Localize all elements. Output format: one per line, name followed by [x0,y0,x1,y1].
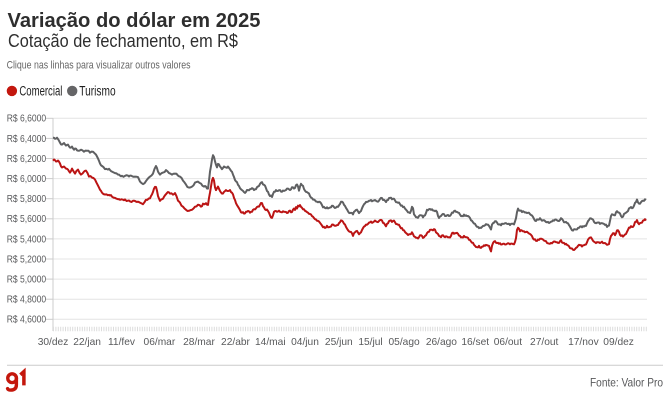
svg-text:05/ago: 05/ago [389,337,420,348]
svg-text:26/ago: 26/ago [426,337,457,348]
svg-text:Fonte: Valor Pro: Fonte: Valor Pro [590,376,663,390]
svg-text:R$ 5,4000: R$ 5,4000 [7,234,47,245]
svg-text:R$ 5,8000: R$ 5,8000 [7,194,47,205]
svg-text:Cotação de fechamento, em R$: Cotação de fechamento, em R$ [8,31,238,51]
svg-text:04/jun: 04/jun [291,337,319,348]
svg-text:25/jun: 25/jun [325,337,353,348]
svg-text:06/mar: 06/mar [144,337,176,348]
svg-text:11/fev: 11/fev [108,337,136,348]
svg-text:Comercial: Comercial [19,84,62,99]
svg-text:22/jan: 22/jan [73,337,101,348]
svg-text:27/out: 27/out [530,337,558,348]
svg-text:R$ 6,4000: R$ 6,4000 [7,134,47,145]
svg-text:09/dez: 09/dez [603,337,634,348]
svg-text:Turismo: Turismo [79,84,115,99]
svg-text:Variação do dólar em 2025: Variação do dólar em 2025 [8,10,261,32]
svg-text:R$ 6,6000: R$ 6,6000 [7,114,47,125]
svg-text:R$ 6,2000: R$ 6,2000 [7,154,47,165]
svg-text:15/jul: 15/jul [358,337,382,348]
svg-text:30/dez: 30/dez [38,337,69,348]
svg-text:22/abr: 22/abr [221,337,250,348]
svg-text:16/set: 16/set [461,337,489,348]
svg-text:R$ 4,6000: R$ 4,6000 [7,315,47,326]
svg-text:14/mai: 14/mai [255,337,286,348]
svg-text:17/nov: 17/nov [568,337,599,348]
svg-text:28/mar: 28/mar [183,337,215,348]
svg-text:R$ 5,6000: R$ 5,6000 [7,214,47,225]
svg-text:Clique nas linhas para visuali: Clique nas linhas para visualizar outros… [7,60,191,72]
svg-text:06/out: 06/out [494,337,522,348]
svg-text:R$ 4,8000: R$ 4,8000 [7,295,47,306]
svg-text:R$ 6,0000: R$ 6,0000 [7,174,47,185]
svg-text:R$ 5,0000: R$ 5,0000 [7,275,47,286]
svg-text:R$ 5,2000: R$ 5,2000 [7,254,47,265]
